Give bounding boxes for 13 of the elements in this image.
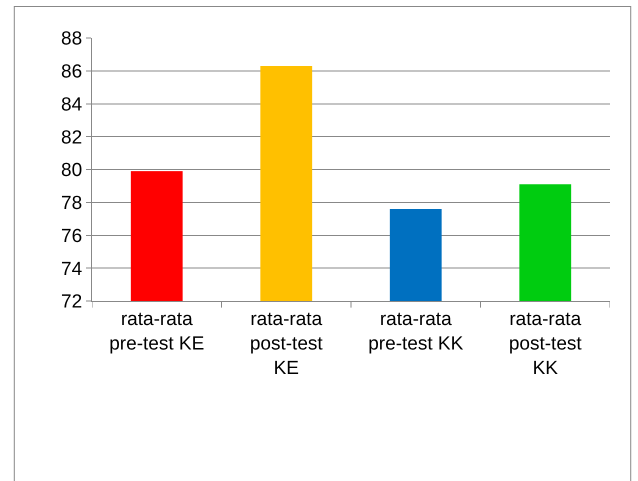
y-tick-label: 88 [61, 28, 82, 50]
y-tick-label: 78 [61, 193, 82, 214]
x-tick-label: rata-rata post-test KK [508, 308, 582, 380]
x-tick-label: rata-rata pre-test KK [368, 308, 464, 354]
y-tick-label: 74 [61, 258, 83, 280]
y-tick-label: 84 [61, 94, 83, 116]
y-tick-label: 76 [61, 226, 82, 247]
x-tick-label: rata-rata post-test KE [250, 308, 324, 380]
x-tick-label: rata-rata pre-test KE [109, 308, 204, 354]
y-tick-label: 86 [61, 62, 82, 83]
y-tick-label: 72 [61, 292, 82, 313]
y-tick-label: 82 [61, 127, 82, 148]
y-tick-label: 80 [61, 160, 82, 182]
